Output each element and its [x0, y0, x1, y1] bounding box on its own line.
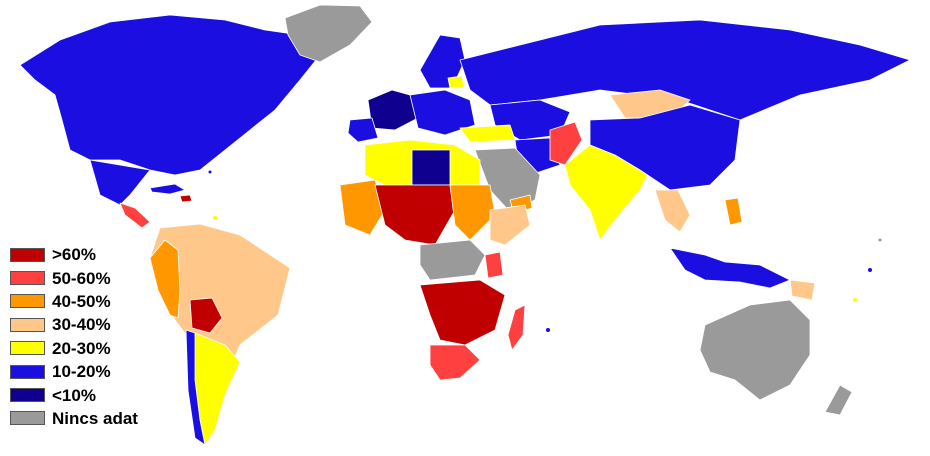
- legend-item: Nincs adat: [10, 407, 138, 430]
- greenland-region: [284, 4, 373, 63]
- island-dot: [878, 238, 882, 242]
- chile-region: [185, 329, 206, 446]
- legend-swatch: [10, 294, 45, 309]
- china-region: [589, 104, 741, 191]
- philippines-region: [724, 197, 743, 226]
- east-africa-region: [484, 251, 504, 279]
- island-dot: [546, 328, 550, 332]
- island-dot: [213, 216, 217, 220]
- map-legend: >60% 50-60% 40-50% 30-40% 20-30% 10-20% …: [10, 243, 138, 430]
- southeast-asia-region: [654, 189, 691, 233]
- legend-swatch: [10, 341, 45, 356]
- island-dot: [853, 298, 857, 302]
- libya-region: [411, 149, 451, 186]
- central-america-region: [119, 202, 151, 229]
- legend-label: 30-40%: [52, 315, 111, 335]
- bolivia-region: [189, 297, 223, 334]
- north-america-region: [19, 14, 321, 176]
- afghanistan-pakistan-region: [549, 121, 583, 166]
- turkey-region: [459, 124, 516, 143]
- legend-label: <10%: [52, 385, 96, 405]
- legend-label: 50-60%: [52, 268, 111, 288]
- legend-swatch: [10, 247, 45, 262]
- mexico-region: [89, 159, 151, 206]
- sahel-region: [374, 184, 456, 246]
- legend-item: 10-20%: [10, 360, 138, 383]
- legend-swatch: [10, 411, 45, 426]
- southern-africa-region: [419, 279, 506, 346]
- caribbean-region: [149, 183, 186, 195]
- island-dot: [868, 268, 872, 272]
- west-africa-region: [339, 179, 386, 236]
- legend-item: 40-50%: [10, 290, 138, 313]
- legend-label: 20-30%: [52, 338, 111, 358]
- legend-item: >60%: [10, 243, 138, 266]
- papua-region: [789, 279, 816, 301]
- andes-region: [149, 239, 181, 319]
- legend-item: 50-60%: [10, 266, 138, 289]
- legend-label: Nincs adat: [52, 408, 138, 428]
- legend-label: 40-50%: [52, 291, 111, 311]
- south-africa-region: [429, 344, 481, 381]
- ukraine-region: [447, 75, 465, 89]
- iberia-region: [347, 117, 379, 143]
- horn-africa-region: [489, 204, 531, 246]
- sudan-region: [449, 184, 496, 241]
- legend-swatch: [10, 364, 45, 379]
- madagascar-region: [507, 304, 526, 351]
- eastern-europe-region: [409, 89, 476, 136]
- legend-item: 30-40%: [10, 313, 138, 336]
- legend-swatch: [10, 317, 45, 332]
- indonesia-region: [669, 247, 791, 289]
- central-africa-region: [419, 239, 486, 281]
- legend-label: >60%: [52, 245, 96, 265]
- island-dot: [208, 170, 212, 174]
- haiti-region: [179, 194, 193, 203]
- legend-item: <10%: [10, 383, 138, 406]
- new-zealand-region: [824, 384, 853, 416]
- legend-swatch: [10, 388, 45, 403]
- legend-swatch: [10, 271, 45, 286]
- legend-label: 10-20%: [52, 362, 111, 382]
- legend-item: 20-30%: [10, 337, 138, 360]
- australia-region: [699, 299, 811, 401]
